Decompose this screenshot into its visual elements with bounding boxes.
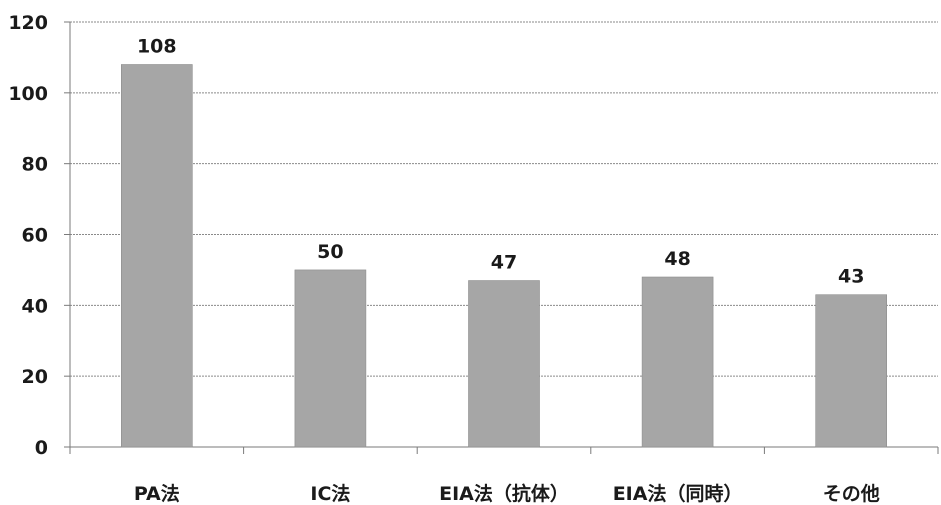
- bar-2: [294, 269, 367, 448]
- data-label-4: 48: [664, 248, 690, 270]
- bars: [121, 64, 888, 448]
- y-tick-label: 20: [22, 366, 48, 388]
- y-tick-label: 100: [8, 83, 48, 105]
- y-tick-label: 60: [22, 225, 48, 247]
- y-tick-label: 80: [22, 154, 48, 176]
- category-label-3: EIA法（抗体）: [439, 482, 569, 505]
- data-labels: 108 50 47 48 43: [137, 36, 864, 288]
- category-label-1: PA法: [134, 482, 180, 505]
- x-axis-category-labels: PA法 IC法 EIA法（抗体） EIA法（同時） その他: [134, 482, 880, 505]
- data-label-3: 47: [491, 252, 517, 274]
- category-label-5: その他: [823, 482, 880, 505]
- data-label-5: 43: [838, 266, 864, 288]
- bar-5: [815, 294, 888, 448]
- y-tick-label: 120: [8, 12, 48, 34]
- y-tick-label: 0: [35, 437, 48, 459]
- bar-4: [641, 276, 714, 448]
- data-label-1: 108: [137, 36, 177, 58]
- bar-1: [121, 64, 193, 448]
- gridlines: [70, 21, 938, 377]
- y-tick-label: 40: [22, 295, 48, 317]
- category-label-4: EIA法（同時）: [613, 482, 743, 505]
- bar-3: [468, 280, 540, 448]
- category-label-2: IC法: [310, 482, 350, 505]
- y-axis-tick-labels: 0 20 40 60 80 100 120: [8, 12, 48, 459]
- data-label-2: 50: [317, 241, 343, 263]
